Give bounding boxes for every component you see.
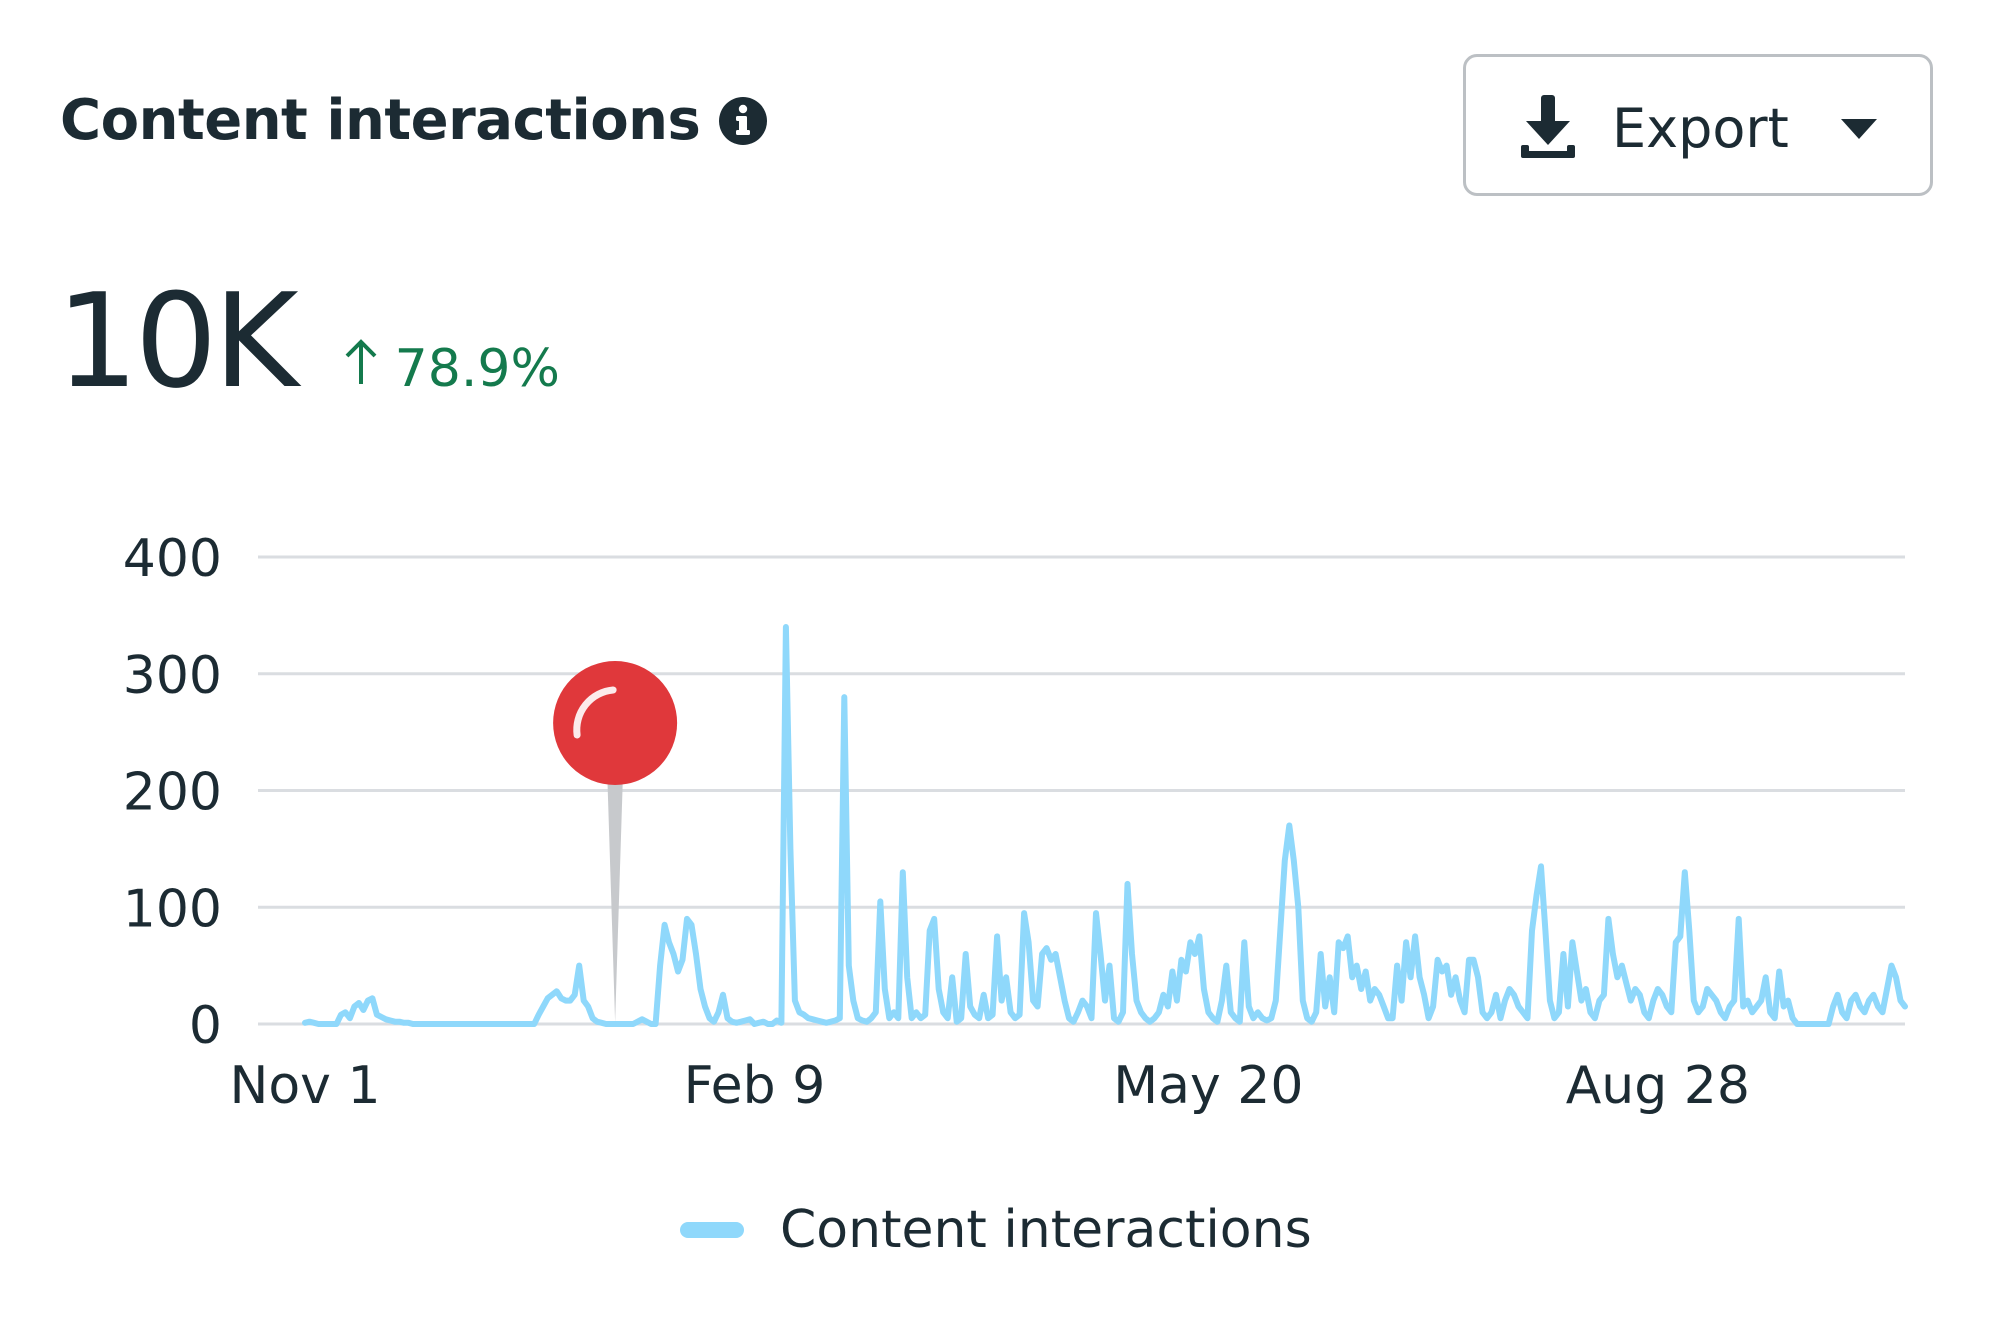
card-title: Content interactions <box>60 88 701 153</box>
series-line-content-interactions[interactable] <box>302 624 1908 1027</box>
series-layer <box>302 624 1908 1027</box>
y-tick-label: 300 <box>123 646 222 706</box>
legend-label: Content interactions <box>780 1200 1312 1260</box>
pin-needle <box>607 770 624 1022</box>
legend: Content interactions <box>680 1200 1312 1260</box>
info-icon[interactable] <box>718 96 768 146</box>
x-tick-label: Feb 9 <box>684 1056 826 1116</box>
pin-highlight <box>573 686 617 739</box>
x-tick-label: May 20 <box>1113 1056 1303 1116</box>
caret-down-icon <box>1841 119 1877 139</box>
export-button[interactable]: Export <box>1463 54 1933 196</box>
x-tick-label: Nov 1 <box>229 1056 380 1116</box>
arrow-up-icon <box>345 339 377 384</box>
y-tick-label: 400 <box>123 529 222 589</box>
metric-summary: 10K 78.9% <box>56 276 560 406</box>
pin-head[interactable] <box>553 661 678 785</box>
y-tick-label: 0 <box>189 996 222 1056</box>
y-tick-label: 200 <box>123 763 222 823</box>
x-axis-ticks: Nov 1 Feb 9 May 20 Aug 28 <box>229 1056 1749 1116</box>
grid-lines <box>258 555 1905 1026</box>
y-axis-ticks: 0 100 200 300 400 <box>123 529 222 1056</box>
metric-delta-text: 78.9% <box>394 339 560 399</box>
metric-delta: 78.9% <box>341 336 560 399</box>
download-icon <box>1521 95 1575 158</box>
export-label: Export <box>1612 97 1789 160</box>
card-header: Content interactions <box>60 88 768 153</box>
metric-value: 10K <box>56 265 299 417</box>
annotation-pin <box>553 661 678 1022</box>
x-tick-label: Aug 28 <box>1566 1056 1750 1116</box>
y-tick-label: 100 <box>123 879 222 939</box>
legend-swatch[interactable] <box>680 1222 744 1238</box>
